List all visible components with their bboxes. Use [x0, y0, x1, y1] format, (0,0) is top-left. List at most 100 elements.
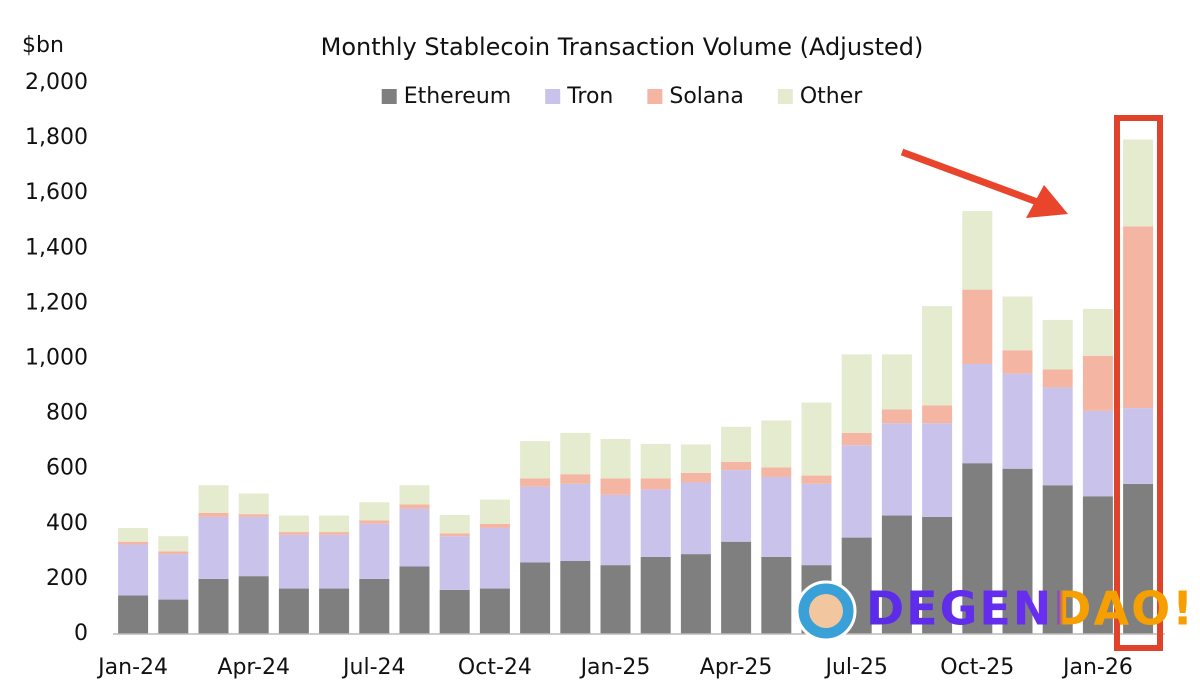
bar-segment [118, 541, 149, 545]
bar-segment [801, 475, 832, 484]
bar-segment [761, 476, 792, 557]
bar-segment [922, 405, 953, 424]
bar-segment [1002, 350, 1033, 374]
bar-segment [439, 533, 470, 537]
bar-segment [439, 589, 470, 634]
y-tick-label: 1,800 [25, 125, 88, 150]
bar-segment [560, 432, 591, 475]
bar-segment [640, 556, 671, 634]
legend-label: Tron [566, 84, 613, 109]
y-axis-label: $bn [22, 33, 64, 58]
legend: Ethereum Tron Solana Other [381, 84, 863, 109]
bar-segment [359, 578, 390, 634]
bar-segment [922, 423, 953, 517]
bar-segment [881, 515, 912, 634]
bar-segment [479, 588, 510, 634]
highlight-box [1114, 115, 1163, 651]
bar-segment [1123, 483, 1154, 634]
bar-segment [399, 485, 430, 505]
bar-segment [198, 485, 229, 513]
bar-segment [721, 426, 752, 462]
bar-segment [520, 486, 551, 563]
bar-segment [399, 566, 430, 634]
legend-label: Ethereum [404, 84, 511, 109]
bar-segment [238, 516, 269, 577]
bar-segment [1123, 408, 1154, 484]
bar-segment [198, 516, 229, 579]
y-tick-label: 0 [74, 621, 88, 646]
bar-segment [238, 576, 269, 634]
bar-segment [158, 551, 189, 555]
bar-segment [962, 463, 993, 634]
y-tick-label: 1,000 [25, 346, 88, 371]
bar-segment [761, 556, 792, 634]
bar-segment [1082, 410, 1113, 497]
bar-segment [801, 402, 832, 476]
bar-segment [278, 588, 309, 634]
bar-segment [600, 494, 631, 566]
bar-segment [479, 499, 510, 524]
bar-segment [1082, 496, 1113, 634]
x-tick-label: Jan-25 [579, 655, 651, 680]
bar-segment [841, 445, 872, 538]
x-tick-label: Jul-24 [341, 655, 405, 680]
bar-segment [560, 560, 591, 634]
bar-segment [1082, 355, 1113, 411]
bar-segment [881, 409, 912, 424]
bar-segment [680, 444, 711, 473]
bar-segment [680, 554, 711, 634]
y-tick-label: 200 [46, 566, 88, 591]
bar-segment [479, 527, 510, 589]
bar-segment [158, 554, 189, 600]
bar-segment [721, 461, 752, 471]
bar-segment [158, 536, 189, 552]
arrow [900, 148, 1042, 207]
legend-label: Other [800, 84, 863, 109]
bar-segment [198, 578, 229, 634]
bar-segment [1002, 373, 1033, 469]
bar-segment [1002, 296, 1033, 351]
bar-segment [520, 478, 551, 487]
bar-segment [118, 527, 149, 542]
bar-segment [359, 523, 390, 579]
y-tick-label: 600 [46, 456, 88, 481]
x-tick-label: Jan-26 [1061, 655, 1133, 680]
bar-segment [600, 478, 631, 495]
bar-segment [680, 472, 711, 483]
bar-segment [1123, 226, 1154, 409]
bar-segment [319, 532, 350, 535]
y-tick-label: 800 [46, 401, 88, 426]
bar-segment [640, 443, 671, 479]
watermark-logo-face [809, 594, 843, 628]
bar-segment [278, 532, 309, 535]
bar-segment [962, 364, 993, 464]
bar-segment [399, 504, 430, 509]
bar-segment [359, 520, 390, 524]
bar-segment [439, 536, 470, 590]
y-tick-label: 2,000 [25, 70, 88, 95]
legend-swatch [545, 89, 561, 104]
bar-segment [520, 441, 551, 479]
bar-segment [319, 588, 350, 634]
legend-label: Solana [669, 84, 743, 109]
bar-segment [801, 483, 832, 566]
y-tick-label: 400 [46, 511, 88, 536]
x-tick-label: Apr-25 [700, 655, 773, 680]
x-tick-label: Oct-25 [940, 655, 1014, 680]
bar-segment [1042, 319, 1073, 370]
bar-segment [1042, 387, 1073, 486]
y-tick-label: 1,400 [25, 235, 88, 260]
bar-segment [238, 493, 269, 515]
bar-segment [278, 534, 309, 589]
chart-title: Monthly Stablecoin Transaction Volume (A… [321, 33, 924, 61]
bar-segment [118, 544, 149, 596]
bar-segment [761, 467, 792, 477]
bar-segment [1002, 468, 1033, 634]
bar-segment [238, 514, 269, 517]
bar-segment [399, 508, 430, 567]
bar-segment [1042, 485, 1073, 634]
bar-segment [439, 514, 470, 534]
bar-segment [680, 482, 711, 555]
x-tick-label: Jan-24 [96, 655, 168, 680]
